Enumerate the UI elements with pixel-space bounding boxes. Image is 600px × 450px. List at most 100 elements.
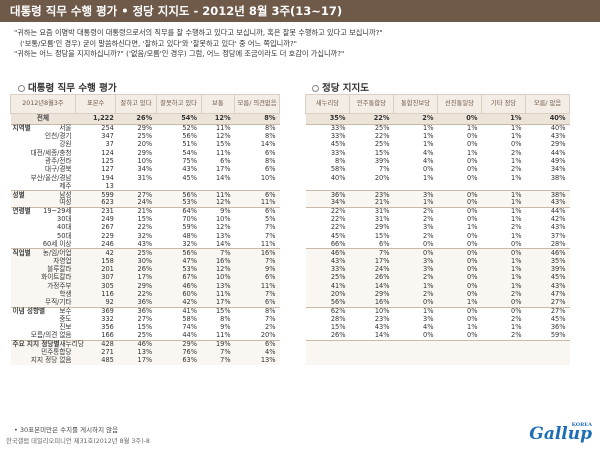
total-approval-0: 26% — [115, 113, 157, 125]
row-label: 민주통합당 — [11, 348, 76, 357]
gallup-logo: Gallup KOREA — [529, 422, 592, 444]
approval-cell: 12% — [215, 132, 231, 141]
approval-cell: 16% — [234, 248, 280, 258]
party-cell: 1% — [423, 173, 434, 182]
table-row: 대구/경북 127 34% 43% 17% 6% — [11, 165, 280, 174]
approval-cell: 9% — [201, 206, 235, 216]
party-cell: 22% — [330, 215, 346, 224]
table-row: 민주통합당 271 13% 76% 7% 4% — [10, 347, 280, 357]
party-cell: 40% — [525, 123, 570, 133]
approval-cell: 7% — [265, 223, 276, 232]
total-party-4: 1% — [481, 113, 526, 125]
party-cell: 1% — [511, 173, 522, 182]
party-cell — [437, 339, 482, 349]
row-label-text: 60세 이상 — [42, 239, 72, 248]
approval-cell: 27% — [137, 314, 153, 323]
sample-size: 166 — [101, 331, 114, 340]
party-cell: 1% — [437, 123, 482, 133]
party-cell: 0% — [511, 239, 522, 248]
bullet-circle-icon — [18, 85, 25, 92]
approval-cell: 27% — [115, 190, 157, 200]
party-cell: 2% — [511, 223, 522, 232]
approval-cell: 10% — [215, 273, 231, 282]
party-cell: 43% — [550, 132, 566, 141]
row-label-text: 대전/세종/충청 — [30, 148, 72, 157]
approval-cell: 11% — [201, 123, 235, 133]
table-row: 25% 26% 2% 0% 1% 45% — [305, 273, 570, 283]
row-label: 40대 — [11, 224, 76, 232]
party-cell: 4% — [423, 148, 434, 157]
row-label-text: 학생 — [59, 289, 72, 298]
party-cell: 1% — [511, 273, 522, 282]
party-section-title: 정당 지지도 — [312, 80, 369, 94]
approval-cell: 10% — [215, 215, 231, 224]
party-header-1: 민주통합당 — [349, 94, 394, 114]
total-party-3: 0% — [437, 113, 482, 125]
approval-cell: 56% — [182, 132, 198, 141]
party-cell — [350, 349, 394, 357]
party-cell: 20% — [374, 173, 390, 182]
party-cell: 46% — [525, 248, 570, 258]
party-cell: 44% — [525, 206, 570, 216]
approval-cell: 10% — [137, 157, 153, 166]
party-cell: 25% — [330, 273, 346, 282]
party-cell: 0% — [423, 165, 434, 174]
total-party-5: 40% — [525, 113, 570, 125]
row-label-text: 진보 — [59, 323, 72, 332]
sample-size: 125 — [101, 157, 114, 166]
party-cell: 1% — [481, 206, 526, 216]
party-cell: 2% — [511, 165, 522, 174]
approval-cell: 4% — [265, 347, 276, 356]
party-cell: 0% — [467, 165, 478, 174]
approval-header-1: 표본수 — [74, 94, 117, 114]
table-row: 제주 13 — [11, 182, 280, 191]
party-cell: 17% — [374, 256, 390, 265]
row-label-text: 가정주부 — [47, 281, 72, 290]
party-cell: 33% — [330, 132, 346, 141]
approval-cell: 70% — [182, 215, 198, 224]
party-cell: 0% — [467, 239, 478, 248]
approval-cell: 10% — [260, 173, 276, 182]
row-label: 60세 이상 — [11, 239, 76, 249]
party-cell — [438, 357, 482, 365]
party-cell: 1% — [467, 148, 478, 157]
party-cell: 2% — [511, 314, 522, 323]
party-cell: 25% — [374, 140, 390, 149]
party-cell: 0% — [467, 157, 478, 166]
approval-cell: 6% — [265, 165, 276, 174]
sample-size: 623 — [101, 198, 114, 207]
approval-cell: 32% — [182, 239, 198, 248]
approval-cell: 9% — [220, 323, 231, 332]
party-cell: 28% — [550, 239, 566, 248]
party-cell: 1% — [511, 323, 522, 332]
approval-cell: 67% — [182, 273, 198, 282]
sample-size: 307 — [101, 273, 114, 282]
row-label: 자영업 — [11, 257, 76, 265]
table-row: 22% 29% 3% 1% 2% 43% — [306, 224, 570, 232]
approval-cell: 29% — [137, 281, 153, 290]
party-cell: 20% — [330, 289, 346, 298]
row-label: 지역별 서울 — [10, 123, 76, 133]
party-cell: 45% — [550, 314, 566, 323]
row-label: 학생 — [11, 290, 76, 298]
sample-size: 428 — [75, 339, 116, 349]
party-cell: 2% — [393, 206, 438, 216]
party-cell — [305, 339, 350, 349]
party-cell: 0% — [481, 248, 526, 258]
sample-size: 485 — [101, 356, 114, 365]
approval-cell: 36% — [137, 297, 153, 306]
party-cell: 0% — [467, 256, 478, 265]
party-cell — [306, 357, 350, 365]
row-label-text: 농/임/어업 — [42, 248, 72, 257]
party-cell — [482, 357, 526, 365]
party-cell: 4% — [423, 157, 434, 166]
table-row: 블루칼라 201 26% 53% 12% 9% — [10, 264, 280, 274]
table-row: 50대 229 32% 48% 13% 7% — [11, 232, 280, 240]
approval-cell: 6% — [234, 190, 280, 200]
approval-cell: 12% — [215, 264, 231, 273]
row-label: 광주/전라 — [11, 157, 76, 166]
row-label-text: 보수 — [59, 306, 72, 315]
party-cell: 22% — [374, 132, 390, 141]
approval-cell: 5% — [265, 215, 276, 224]
party-cell: 3% — [393, 190, 438, 200]
